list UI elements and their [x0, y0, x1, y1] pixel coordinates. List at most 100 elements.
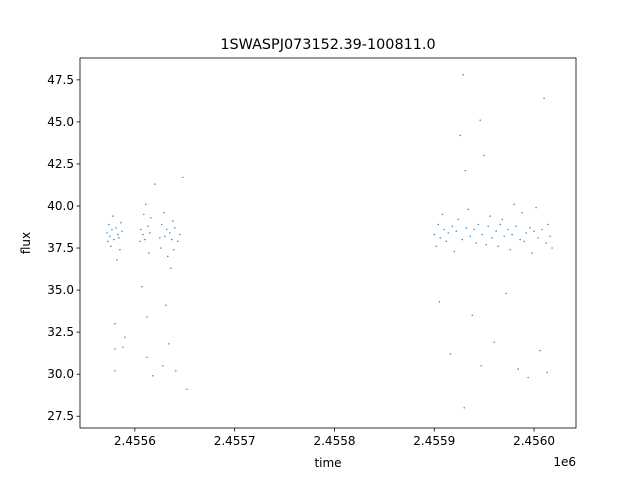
y-tick-label: 47.5	[47, 73, 74, 87]
data-point	[462, 74, 464, 76]
y-tick-label: 45.0	[47, 115, 74, 129]
data-point	[475, 242, 477, 244]
data-point	[529, 227, 531, 229]
data-point	[445, 240, 447, 243]
data-point	[447, 232, 449, 234]
y-axis: 27.5 30.0 32.5 35.0 37.5 40.0 42.5 45.0 47.5	[47, 73, 80, 423]
data-point	[179, 233, 181, 236]
data-point	[122, 346, 124, 348]
data-point	[521, 212, 523, 214]
data-point	[525, 232, 527, 234]
data-point	[165, 304, 167, 306]
data-point	[441, 213, 443, 216]
data-point	[546, 371, 548, 374]
data-point	[464, 169, 466, 172]
data-point	[480, 365, 482, 367]
data-point	[124, 336, 126, 338]
x-tick-label: 2.4559	[413, 434, 455, 448]
data-point	[541, 228, 543, 231]
data-point	[111, 228, 113, 231]
data-point	[152, 375, 154, 377]
data-point	[467, 208, 469, 211]
data-point	[150, 217, 152, 219]
y-axis-label: flux	[19, 232, 33, 254]
data-point	[166, 228, 168, 231]
data-point	[115, 227, 117, 229]
data-point	[503, 235, 505, 237]
data-point	[114, 348, 116, 350]
plot-frame	[79, 57, 577, 429]
data-point	[147, 225, 149, 227]
data-point	[509, 249, 511, 251]
data-point	[449, 353, 451, 355]
data-point	[511, 233, 513, 236]
data-point	[545, 242, 547, 244]
data-point	[149, 232, 151, 234]
data-point	[121, 230, 123, 232]
data-point	[116, 259, 118, 261]
data-point	[535, 206, 537, 209]
data-point	[501, 218, 503, 221]
data-point	[108, 223, 110, 226]
data-point	[439, 237, 441, 239]
data-point	[146, 316, 148, 318]
data-point	[547, 223, 549, 226]
data-point	[177, 240, 179, 243]
data-point	[523, 240, 525, 243]
data-point	[173, 249, 175, 251]
data-point	[517, 368, 519, 370]
data-point	[182, 176, 184, 179]
data-point	[144, 238, 146, 241]
data-points	[106, 74, 553, 409]
data-point	[551, 247, 553, 249]
data-point	[160, 247, 162, 249]
y-tick-label: 40.0	[47, 199, 74, 213]
data-point	[170, 267, 172, 269]
data-point	[539, 349, 541, 352]
data-point	[469, 235, 471, 237]
data-point	[107, 240, 109, 243]
data-point	[145, 203, 147, 206]
data-point	[168, 343, 170, 345]
data-point	[154, 183, 156, 185]
chart-title: 1SWASPJ073152.39-100811.0	[220, 37, 435, 53]
data-point	[438, 301, 440, 303]
data-point	[457, 218, 459, 221]
data-point	[443, 228, 445, 231]
data-point	[174, 227, 176, 229]
data-point	[435, 245, 437, 248]
data-point	[142, 233, 144, 236]
x-axis-label: time	[314, 456, 341, 470]
data-point	[112, 215, 114, 217]
data-point	[481, 233, 483, 236]
data-point	[489, 215, 491, 217]
data-point	[515, 225, 517, 227]
data-point	[459, 134, 461, 137]
data-point	[175, 370, 177, 372]
y-tick-label: 37.5	[47, 241, 74, 255]
data-point	[146, 356, 148, 359]
data-point	[507, 228, 509, 231]
data-point	[513, 203, 515, 206]
data-point	[119, 249, 121, 251]
data-point	[499, 223, 501, 226]
data-point	[473, 228, 475, 231]
data-point	[527, 376, 529, 379]
data-point	[487, 225, 489, 227]
data-point	[164, 235, 166, 237]
data-point	[453, 250, 455, 253]
data-point	[483, 154, 485, 157]
data-point	[433, 233, 435, 236]
data-point	[106, 232, 108, 234]
data-point	[162, 365, 164, 367]
data-point	[114, 370, 116, 372]
data-point	[533, 230, 535, 232]
y-tick-label: 27.5	[47, 409, 74, 423]
y-tick-label: 35.0	[47, 283, 74, 297]
data-point	[169, 232, 171, 234]
data-point	[451, 225, 453, 227]
data-point	[117, 233, 119, 236]
data-point	[471, 314, 473, 317]
